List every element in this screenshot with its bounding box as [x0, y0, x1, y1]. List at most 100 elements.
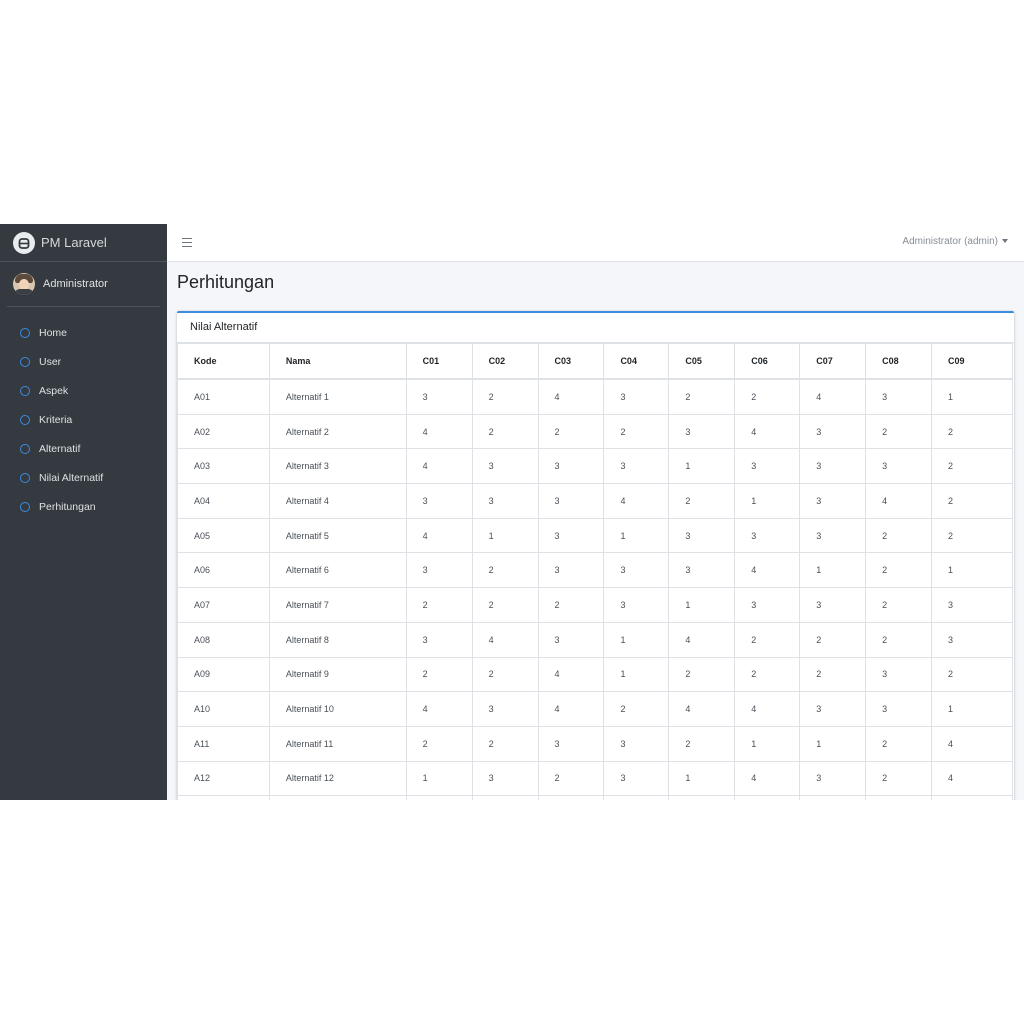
table-cell: 3 [537, 725, 605, 762]
table-row: A12 Alternatif 12 1 3 2 3 1 4 3 2 4 [177, 760, 1013, 797]
hamburger-menu-icon[interactable] [182, 238, 192, 248]
table-row: A10 Alternatif 10 4 3 4 2 4 4 3 3 1 [177, 691, 1013, 727]
avatar [13, 273, 35, 295]
brand-link[interactable]: PM Laravel [0, 224, 167, 262]
table-cell: 3 [734, 587, 801, 623]
laravel-logo-icon [13, 231, 35, 254]
table-cell: A05 [177, 517, 270, 554]
table-cell: 2 [537, 760, 605, 797]
table-cell: 3 [537, 448, 605, 485]
sidebar-item-label: Alternatif [39, 442, 81, 455]
table-cell: 3 [734, 517, 801, 554]
table-cell: 2 [931, 517, 1013, 554]
table-cell: 2 [865, 517, 933, 554]
table-cell: 2 [668, 483, 736, 519]
table-cell: Alternatif 9 [268, 656, 407, 693]
sidebar-item-kriteria[interactable]: Kriteria [0, 405, 167, 434]
table-cell: 1 [603, 517, 670, 554]
table-cell: Alternatif 11 [268, 725, 407, 762]
sidebar-item-home[interactable]: Home [0, 318, 167, 347]
table-cell: 4 [668, 621, 736, 658]
column-header: C01 [405, 343, 473, 380]
table-row: A11 Alternatif 11 2 2 3 3 2 1 1 2 4 [177, 725, 1013, 762]
circle-icon [20, 472, 30, 483]
nilai-alternatif-card: Nilai Alternatif Kode Nama C01 C02 C03 C04 C05… [177, 311, 1014, 800]
table-cell: 3 [799, 413, 867, 450]
user-menu-dropdown[interactable]: Administrator (admin) [902, 236, 1008, 247]
table-cell: 2 [668, 725, 736, 762]
table-cell: 2 [405, 587, 473, 623]
table-cell: 3 [799, 587, 867, 623]
user-menu-label: Administrator (admin) [902, 236, 998, 247]
table-cell: Alternatif 7 [268, 587, 407, 623]
table-cell: 1 [931, 552, 1013, 589]
sidebar-item-aspek[interactable]: Aspek [0, 376, 167, 405]
sidebar-item-label: Kriteria [39, 413, 73, 426]
caret-down-icon [1002, 239, 1008, 244]
table-cell: 4 [537, 378, 605, 415]
table-cell: 3 [865, 691, 933, 727]
table-cell: 3 [668, 517, 736, 554]
table-cell: 3 [405, 621, 473, 658]
table-cell: 2 [471, 587, 539, 623]
table-cell: A11 [177, 725, 270, 762]
sidebar-item-alternatif[interactable]: Alternatif [0, 434, 167, 463]
column-header: C03 [537, 343, 605, 380]
sidebar-item-perhitungan[interactable]: Perhitungan [0, 492, 167, 521]
table-cell: 3 [668, 413, 736, 450]
user-panel[interactable]: Administrator [7, 262, 160, 307]
table-cell: 3 [405, 378, 473, 415]
table-cell: 2 [799, 795, 867, 800]
table-cell: 2 [931, 483, 1013, 519]
table-cell: 3 [471, 691, 539, 727]
table-cell: 2 [865, 760, 933, 797]
table-cell: 2 [865, 725, 933, 762]
table-cell: 2 [405, 795, 473, 800]
table-cell: 4 [471, 621, 539, 658]
table-cell: A02 [177, 413, 270, 450]
table-cell: 3 [799, 483, 867, 519]
table-cell: 3 [931, 621, 1013, 658]
table-cell: 4 [405, 691, 473, 727]
table-cell: 1 [668, 760, 736, 797]
table-cell: 4 [405, 413, 473, 450]
sidebar-item-user[interactable]: User [0, 347, 167, 376]
table-cell: 3 [537, 552, 605, 589]
table-cell: 2 [931, 413, 1013, 450]
table-cell: 1 [537, 795, 605, 800]
table-cell: 3 [537, 621, 605, 658]
table-cell: 2 [537, 587, 605, 623]
table-cell: 1 [668, 448, 736, 485]
column-header: Nama [268, 343, 407, 380]
table-cell: A04 [177, 483, 270, 519]
table-cell: A01 [177, 378, 270, 415]
table-cell: 3 [603, 378, 670, 415]
top-navbar: Administrator (admin) [167, 224, 1024, 262]
column-header: C04 [603, 343, 670, 380]
table-cell: 1 [405, 760, 473, 797]
table-cell: 3 [405, 552, 473, 589]
table-cell: Alternatif 5 [268, 517, 407, 554]
table-cell: 3 [603, 725, 670, 762]
table-cell: 1 [931, 691, 1013, 727]
table-row: A13Alternatif 13211422233 [177, 795, 1013, 800]
table-cell: 3 [865, 656, 933, 693]
table-cell: 4 [799, 378, 867, 415]
table-cell: 2 [471, 552, 539, 589]
table-cell: 2 [471, 656, 539, 693]
table-cell: 2 [865, 552, 933, 589]
table-cell: 2 [405, 725, 473, 762]
table-cell: 2 [668, 656, 736, 693]
table-cell: 2 [471, 413, 539, 450]
table-cell: 4 [603, 795, 670, 800]
sidebar-item-nilai-alternatif[interactable]: Nilai Alternatif [0, 463, 167, 492]
table-cell: Alternatif 2 [268, 413, 407, 450]
